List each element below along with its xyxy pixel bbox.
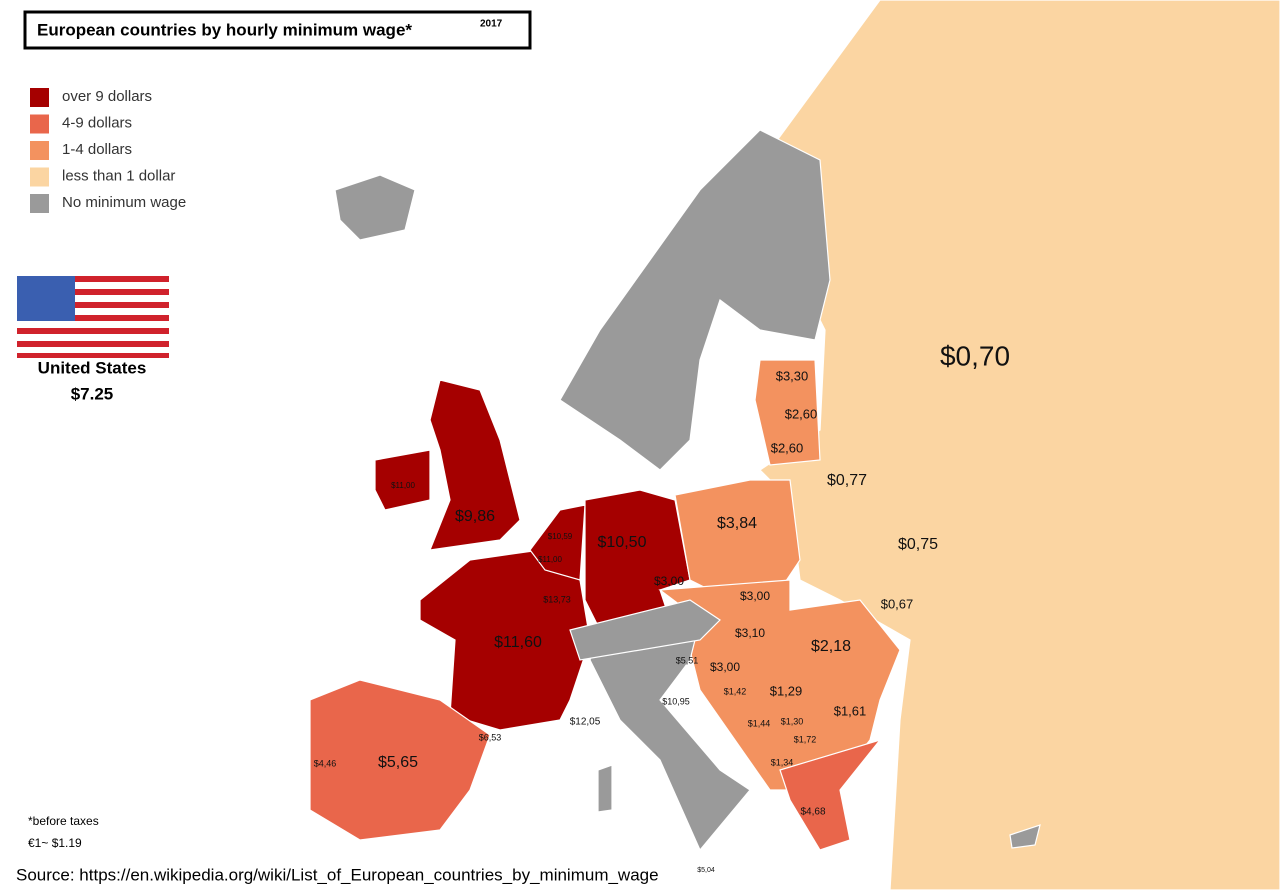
country xyxy=(589,619,751,852)
wage-label: $2,60 xyxy=(785,406,818,421)
legend-label: less than 1 dollar xyxy=(62,167,175,184)
legend-swatch xyxy=(30,88,49,107)
wage-label: $10,59 xyxy=(548,532,573,541)
wage-label: $11,60 xyxy=(494,634,542,651)
title-box xyxy=(23,10,532,50)
country xyxy=(374,449,431,511)
wage-label: $5,65 xyxy=(378,754,418,771)
country xyxy=(779,738,882,851)
wage-label: $0,70 xyxy=(940,340,1010,371)
legend-label: No minimum wage xyxy=(62,194,186,211)
wage-label: $1,42 xyxy=(724,686,747,696)
country xyxy=(429,379,521,551)
wage-label: $3,30 xyxy=(776,368,809,383)
wage-label: $1,34 xyxy=(771,757,794,767)
wage-label: $3,00 xyxy=(654,574,684,588)
wage-label: $1,29 xyxy=(770,683,803,698)
title-sup: 2017 xyxy=(480,19,503,30)
legend-swatch xyxy=(30,141,49,160)
country xyxy=(334,174,416,241)
wage-label: $3,10 xyxy=(735,626,765,640)
wage-label: $3,84 xyxy=(717,515,757,532)
legend-label: 1-4 dollars xyxy=(62,141,132,158)
country xyxy=(1009,824,1041,849)
wage-label: $2,18 xyxy=(811,638,851,655)
wage-label: $2,60 xyxy=(771,440,804,455)
us-wage: $7.25 xyxy=(71,384,114,403)
country xyxy=(754,359,821,466)
wage-label: $11,00 xyxy=(391,481,415,490)
country xyxy=(759,0,1280,890)
wage-label: $5,51 xyxy=(676,655,699,665)
country xyxy=(419,549,591,731)
note-taxes: *before taxes xyxy=(28,814,99,828)
wage-label: $4,68 xyxy=(800,807,825,818)
legend: over 9 dollars 4-9 dollars 1-4 dollars less… xyxy=(30,88,186,213)
wage-label: $0,77 xyxy=(827,472,867,489)
country xyxy=(569,599,721,661)
legend-swatch xyxy=(30,114,49,134)
wage-label: $4,46 xyxy=(314,758,337,768)
source: Source: https://en.wikipedia.org/wiki/Li… xyxy=(16,865,659,884)
wage-label: $6,53 xyxy=(479,732,502,742)
wage-label: $1,44 xyxy=(748,718,771,728)
us-flag xyxy=(17,276,169,358)
wage-label: $1,72 xyxy=(794,734,817,744)
title: European countries by hourly minimum wag… xyxy=(37,20,412,39)
note-rate: €1~ $1.19 xyxy=(28,836,82,850)
country xyxy=(529,504,586,581)
countries xyxy=(309,0,1280,890)
wage-label: $13,73 xyxy=(543,594,571,604)
wage-label: $3,00 xyxy=(710,660,740,674)
wage-label: $9,86 xyxy=(455,508,495,525)
wage-label: $10,95 xyxy=(662,696,690,706)
country xyxy=(309,679,491,841)
legend-swatch xyxy=(30,194,49,213)
wage-label: $1,61 xyxy=(834,703,867,718)
wage-label: $3,00 xyxy=(740,589,770,603)
country xyxy=(597,764,613,813)
us-name: United States xyxy=(38,358,147,377)
wage-label: $0,75 xyxy=(898,536,938,553)
wage-label: $11,00 xyxy=(538,555,562,564)
wage-label: $0,67 xyxy=(881,596,914,611)
wage-label: $5,04 xyxy=(697,867,715,874)
legend-label: 4-9 dollars xyxy=(62,114,132,131)
legend-label: over 9 dollars xyxy=(62,88,152,105)
wage-labels: $0,70 $3,30 $2,60 $2,60 $0,77 $0,75 $0,67 $3,84… xyxy=(314,340,1010,873)
legend-swatch xyxy=(30,167,49,187)
wage-label: $1,30 xyxy=(781,716,804,726)
country xyxy=(559,129,831,471)
country xyxy=(674,479,801,596)
wage-label: $12,05 xyxy=(570,717,601,728)
wage-label: $10,50 xyxy=(598,534,647,551)
